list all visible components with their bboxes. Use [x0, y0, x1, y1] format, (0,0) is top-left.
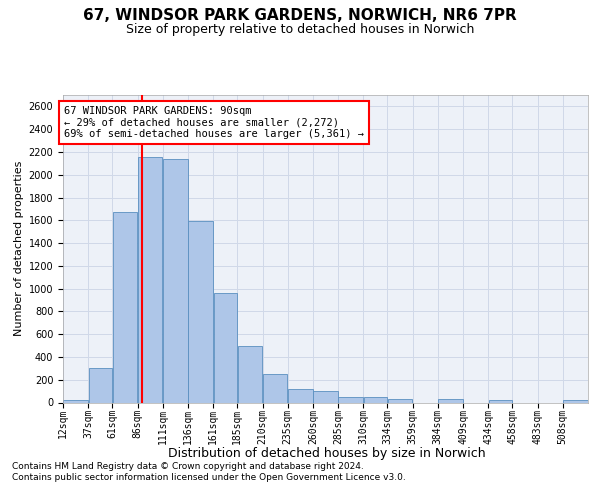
Bar — [64, 400, 88, 402]
Y-axis label: Number of detached properties: Number of detached properties — [14, 161, 25, 336]
Bar — [163, 159, 188, 402]
Bar — [364, 397, 387, 402]
Bar — [438, 399, 463, 402]
Bar — [388, 398, 412, 402]
Text: Size of property relative to detached houses in Norwich: Size of property relative to detached ho… — [126, 22, 474, 36]
Bar — [288, 389, 313, 402]
Bar — [488, 400, 512, 402]
Text: Distribution of detached houses by size in Norwich: Distribution of detached houses by size … — [168, 448, 486, 460]
Bar — [563, 400, 587, 402]
Bar — [188, 221, 213, 402]
Bar — [313, 391, 338, 402]
Text: 67 WINDSOR PARK GARDENS: 90sqm
← 29% of detached houses are smaller (2,272)
69% : 67 WINDSOR PARK GARDENS: 90sqm ← 29% of … — [64, 106, 364, 139]
Bar — [113, 212, 137, 402]
Text: 67, WINDSOR PARK GARDENS, NORWICH, NR6 7PR: 67, WINDSOR PARK GARDENS, NORWICH, NR6 7… — [83, 8, 517, 22]
Text: Contains public sector information licensed under the Open Government Licence v3: Contains public sector information licen… — [12, 473, 406, 482]
Bar — [89, 368, 112, 402]
Bar — [263, 374, 287, 402]
Bar — [138, 156, 163, 402]
Bar — [214, 293, 237, 403]
Text: Contains HM Land Registry data © Crown copyright and database right 2024.: Contains HM Land Registry data © Crown c… — [12, 462, 364, 471]
Bar — [338, 397, 363, 402]
Bar — [238, 346, 262, 403]
